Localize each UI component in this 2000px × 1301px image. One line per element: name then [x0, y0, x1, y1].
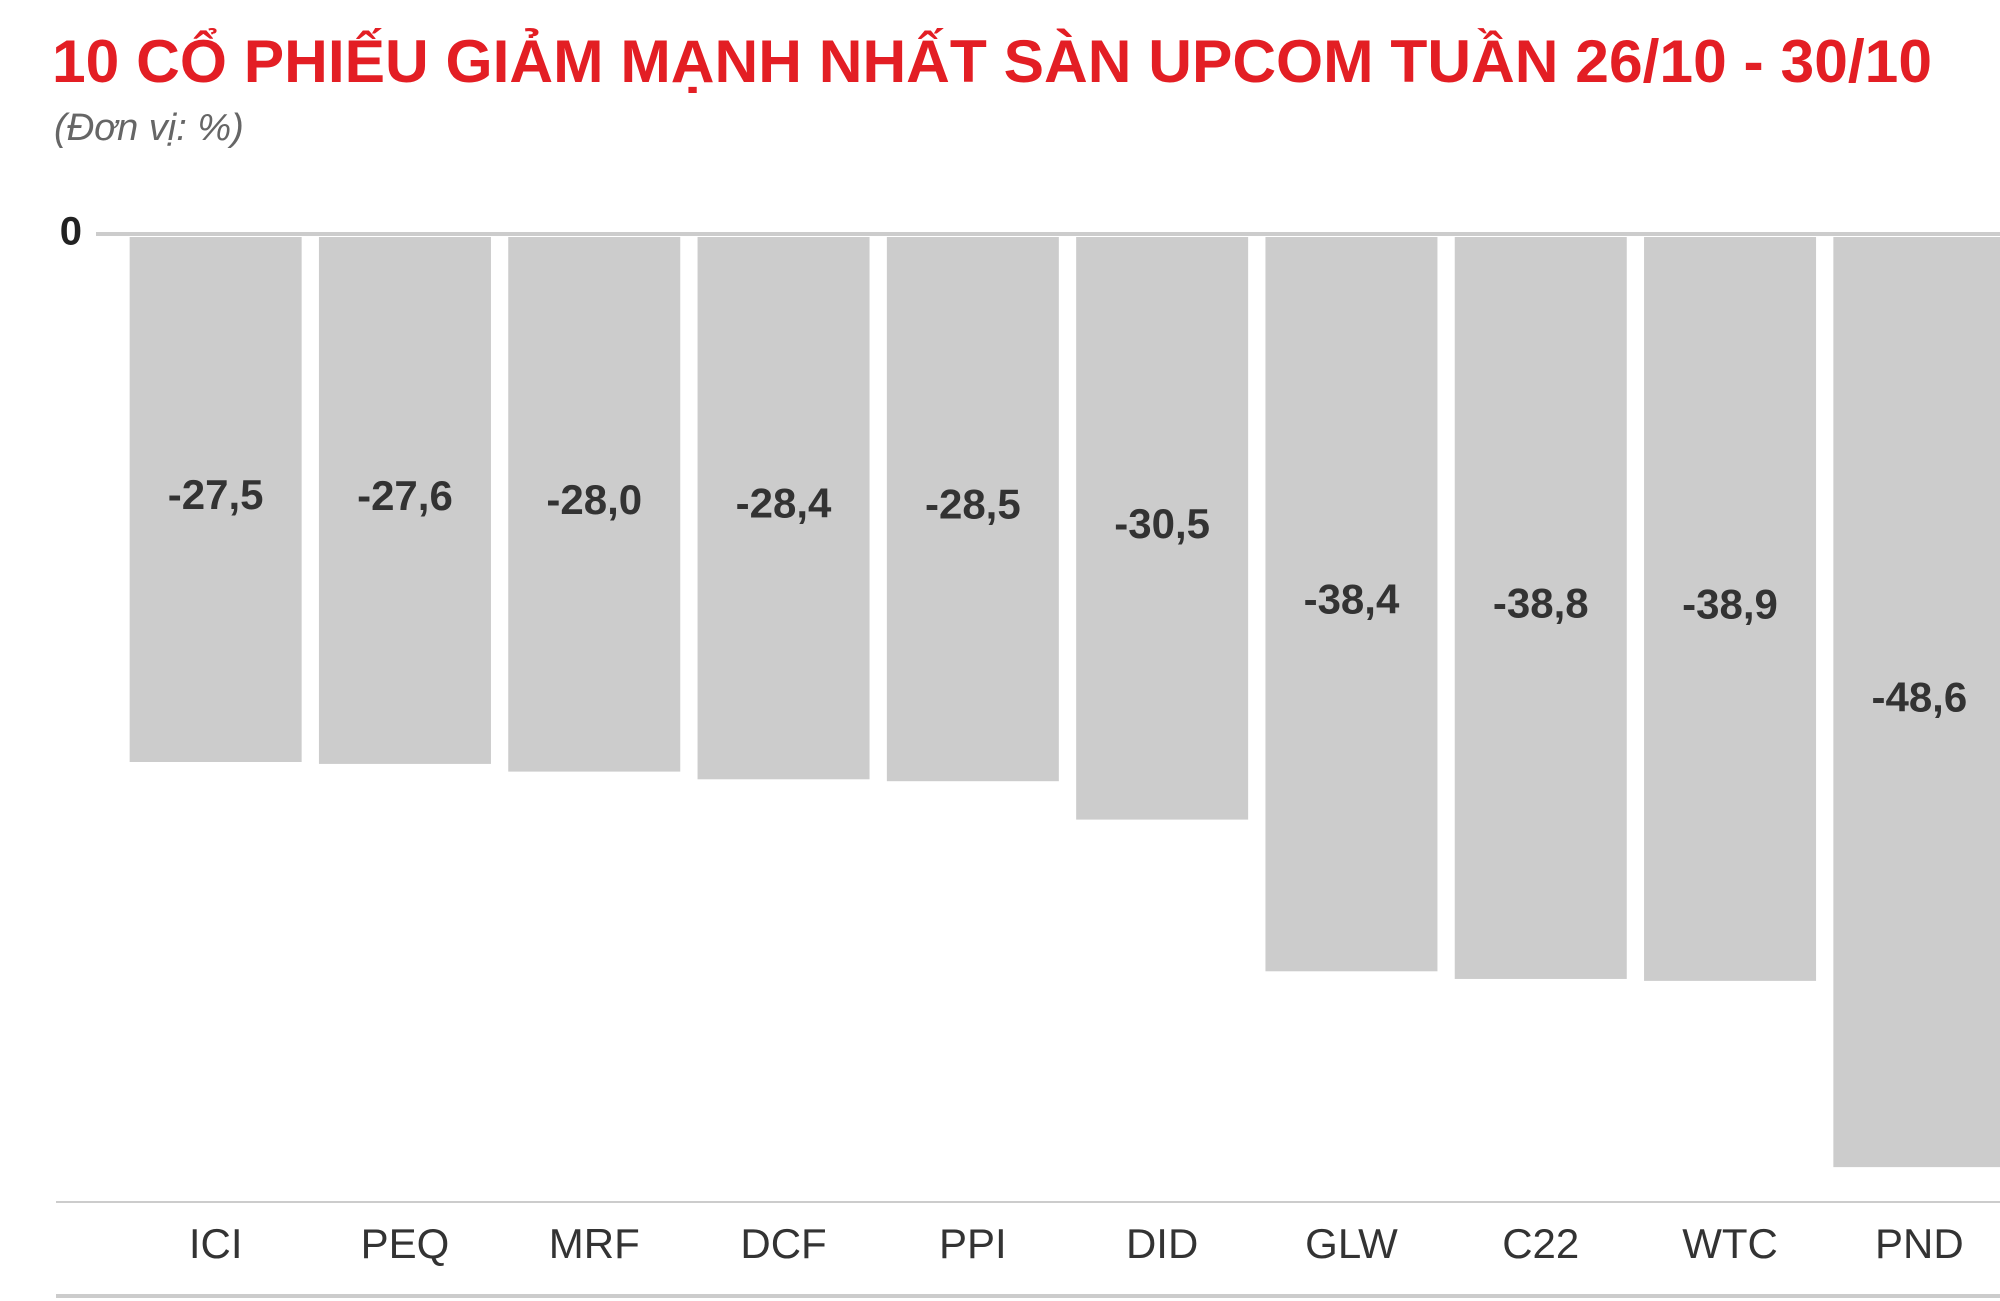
chart-subtitle: (Đơn vị: %) [54, 107, 244, 149]
x-tick-label: DCF [740, 1220, 826, 1267]
value-label: -38,4 [1304, 576, 1400, 623]
x-tick-label: GLW [1305, 1220, 1398, 1267]
value-label: -28,0 [546, 476, 642, 523]
x-tick-label: PND [1875, 1220, 1964, 1267]
x-tick-label: WTC [1682, 1220, 1778, 1267]
value-label: -38,8 [1493, 580, 1589, 627]
value-label: -38,9 [1682, 581, 1778, 628]
value-label: -28,4 [736, 480, 832, 527]
value-label: -27,5 [168, 471, 264, 518]
bar [508, 237, 681, 772]
x-tick-label: ICI [189, 1220, 243, 1267]
bar [1454, 237, 1627, 979]
y-tick-label: 0 [60, 210, 82, 254]
value-label: -28,5 [925, 481, 1021, 528]
value-label: -27,6 [357, 472, 453, 519]
bar [1833, 237, 2000, 1168]
chart-title: 10 CỔ PHIẾU GIẢM MẠNH NHẤT SÀN UPCOM TUẦ… [52, 28, 1932, 95]
x-tick-label: MRF [549, 1220, 640, 1267]
value-label: -30,5 [1114, 500, 1210, 547]
x-tick-label: DID [1126, 1220, 1198, 1267]
bar [129, 237, 302, 762]
x-tick-label: PPI [939, 1220, 1007, 1267]
bar [697, 237, 870, 780]
bar [886, 237, 1059, 782]
value-label: -48,6 [1871, 674, 1967, 721]
bar [318, 237, 491, 764]
bar [1265, 237, 1438, 972]
bar [1644, 237, 1817, 981]
x-tick-label: C22 [1502, 1220, 1579, 1267]
bar [1076, 237, 1249, 820]
x-tick-label: PEQ [361, 1220, 450, 1267]
